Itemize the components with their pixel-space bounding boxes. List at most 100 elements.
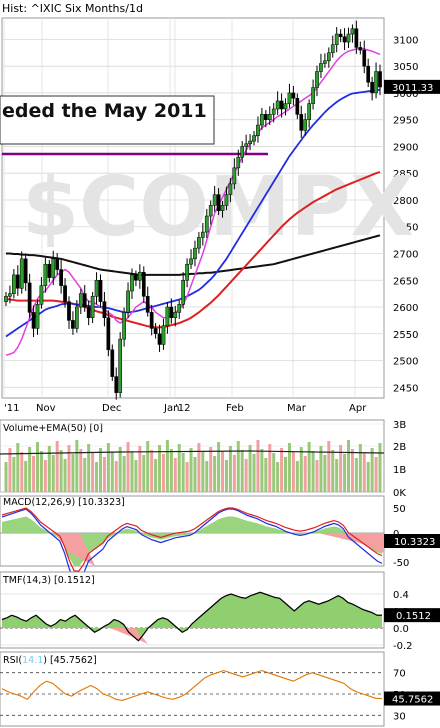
time-tick-label: Mar: [287, 403, 307, 414]
candle-body: [59, 269, 63, 286]
candle-body: [122, 312, 126, 340]
candle-body: [71, 320, 75, 329]
volume-bar: [8, 448, 12, 492]
candle-body: [244, 143, 248, 147]
volume-bar: [244, 459, 248, 492]
volume-bar: [311, 451, 315, 492]
volume-bar: [12, 457, 16, 492]
candle-body: [51, 258, 56, 278]
volume-bar: [224, 460, 228, 492]
candle-body: [307, 103, 311, 120]
candle-body: [47, 263, 52, 278]
candle-body: [311, 87, 315, 104]
candle-body: [378, 71, 382, 88]
candle-body: [86, 306, 91, 318]
candle-body: [212, 194, 217, 206]
tmf-tick-label: -0.2: [393, 641, 413, 652]
candle-body: [43, 263, 48, 286]
volume-bar: [280, 448, 284, 492]
volume-bar: [240, 450, 244, 492]
volume-bar: [98, 448, 102, 492]
volume-tick-label: 1B: [393, 465, 406, 476]
volume-bar: [79, 449, 83, 492]
price-tick-label: 3050: [393, 62, 418, 73]
macd-line: [1, 508, 383, 582]
volume-bar: [354, 458, 358, 492]
tmf-tick-label: 0.4: [393, 590, 409, 601]
volume-bar: [378, 443, 382, 492]
candle-body: [370, 81, 374, 94]
volume-bar: [47, 446, 51, 492]
volume-bar: [370, 448, 374, 492]
volume-bar: [276, 462, 280, 492]
candle-body: [240, 146, 245, 158]
candle-body: [110, 349, 115, 377]
volume-bar: [319, 446, 323, 492]
candle-body: [106, 317, 111, 351]
candle-body: [232, 167, 237, 185]
candle-body: [149, 312, 154, 329]
last-price-value: 3011.33: [392, 83, 433, 94]
volume-bar: [102, 457, 106, 492]
volume-bar: [366, 462, 370, 492]
candle-body: [358, 47, 363, 51]
volume-bar: [32, 456, 36, 492]
macd-value-box: [384, 534, 440, 548]
volume-bar: [71, 454, 75, 492]
volume-tick-label: 0K: [393, 488, 406, 499]
candle-body: [362, 49, 367, 67]
time-tick-label: Feb: [226, 403, 244, 414]
candle-body: [189, 258, 193, 265]
volume-bar: [95, 462, 99, 492]
volume-ema-line: [0, 450, 385, 455]
volume-bar: [193, 457, 197, 492]
rsi-label: RSI(14.1) [45.7562]: [3, 655, 97, 666]
candle-body: [283, 103, 288, 110]
candle-body: [19, 258, 24, 289]
volume-bar: [83, 458, 87, 492]
candle-body: [12, 274, 16, 294]
volume-bar: [331, 450, 335, 492]
rsi-value: 45.7562: [392, 695, 433, 706]
candle-body: [55, 258, 60, 270]
price-tick-label: 2650: [393, 276, 418, 287]
macd-label: MACD(12,26,9) [10.3323]: [3, 497, 125, 508]
candle-body: [138, 271, 142, 281]
time-tick-label: Nov: [36, 403, 56, 414]
candle-body: [287, 92, 292, 104]
volume-bar: [272, 453, 276, 492]
tmf-value: 0.1512: [396, 611, 431, 622]
price-tick-label: 2500: [393, 357, 418, 368]
volume-bar: [205, 461, 209, 492]
candle-body: [8, 293, 12, 297]
chart-title: Hist: ^IXIC Six Months/1d: [2, 2, 143, 15]
candle-body: [204, 215, 209, 233]
volume-bar: [307, 442, 311, 492]
candle-body: [271, 108, 276, 115]
candle-body: [185, 263, 189, 281]
volume-bar: [264, 458, 268, 492]
volume-bar: [142, 455, 146, 492]
candle-body: [27, 282, 32, 313]
volume-bar: [303, 456, 307, 492]
volume-bar: [189, 448, 193, 492]
rsi-tick-label: 70: [393, 669, 406, 680]
volume-bar: [327, 441, 331, 492]
volume-bar: [150, 450, 154, 492]
volume-bar: [295, 461, 299, 492]
volume-bar: [122, 456, 126, 492]
candle-body: [374, 71, 378, 94]
candle-body: [330, 44, 335, 54]
volume-bar: [43, 460, 47, 492]
candle-body: [130, 274, 134, 292]
price-tick-label: 2850: [393, 169, 418, 180]
volume-bar: [228, 446, 232, 492]
macd-signal-line: [1, 507, 383, 572]
candle-body: [35, 304, 40, 329]
tmf-area: [2, 592, 382, 641]
volume-bar: [236, 441, 240, 492]
volume-bar: [16, 443, 20, 492]
volume-bar: [232, 455, 236, 492]
